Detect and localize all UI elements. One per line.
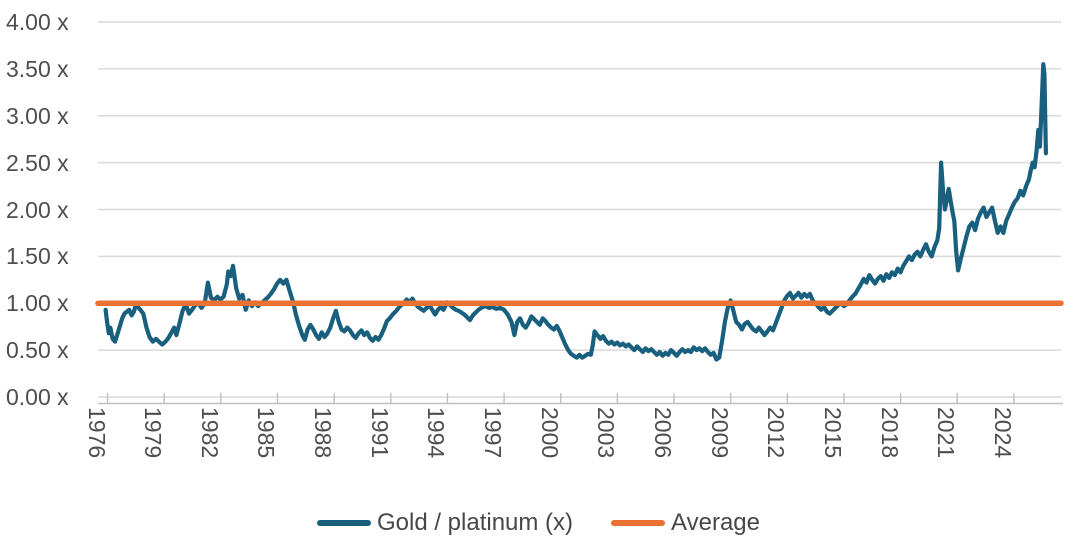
y-tick-label: 1.00 x	[6, 290, 69, 317]
legend-item-label: Gold / platinum (x)	[376, 509, 574, 536]
x-tick-label: 2006	[650, 407, 677, 459]
y-tick-label: 0.50 x	[6, 337, 69, 364]
legend-item: Gold / platinum (x)	[316, 509, 574, 537]
x-tick-label: 1985	[253, 407, 280, 459]
x-tick-label: 2012	[763, 407, 790, 459]
x-tick-label: 2024	[989, 407, 1016, 459]
x-tick-label: 1979	[140, 407, 167, 459]
y-tick-label: 0.00 x	[6, 384, 69, 410]
y-tick-label: 2.50 x	[6, 149, 69, 176]
x-tick-label: 1991	[366, 407, 393, 459]
x-tick-label: 2015	[819, 407, 846, 459]
x-tick-label: 2009	[706, 407, 733, 459]
x-tick-label: 2018	[876, 407, 903, 459]
y-tick-label: 1.50 x	[6, 243, 69, 270]
legend-item-label: Average	[671, 509, 761, 536]
legend-line-swatch	[316, 520, 371, 526]
x-tick-label: 1982	[196, 407, 223, 459]
y-tick-label: 2.00 x	[6, 196, 69, 223]
y-tick-label: 3.00 x	[6, 102, 69, 129]
x-tick-label: 1976	[83, 407, 110, 459]
x-tick-label: 1997	[480, 407, 507, 459]
x-tick-label: 1994	[423, 407, 450, 459]
y-tick-label: 4.00 x	[6, 9, 69, 35]
legend-line-swatch	[611, 520, 666, 526]
x-tick-label: 2021	[933, 407, 960, 459]
gold-platinum-line	[103, 62, 1048, 362]
legend-item: Average	[611, 509, 760, 537]
legend: Gold / platinum (x) Average	[0, 503, 1077, 543]
x-tick-label: 2000	[536, 407, 563, 459]
x-tick-label: 2003	[593, 407, 620, 459]
x-tick-label: 1988	[310, 407, 337, 459]
y-tick-label: 3.50 x	[6, 55, 69, 82]
